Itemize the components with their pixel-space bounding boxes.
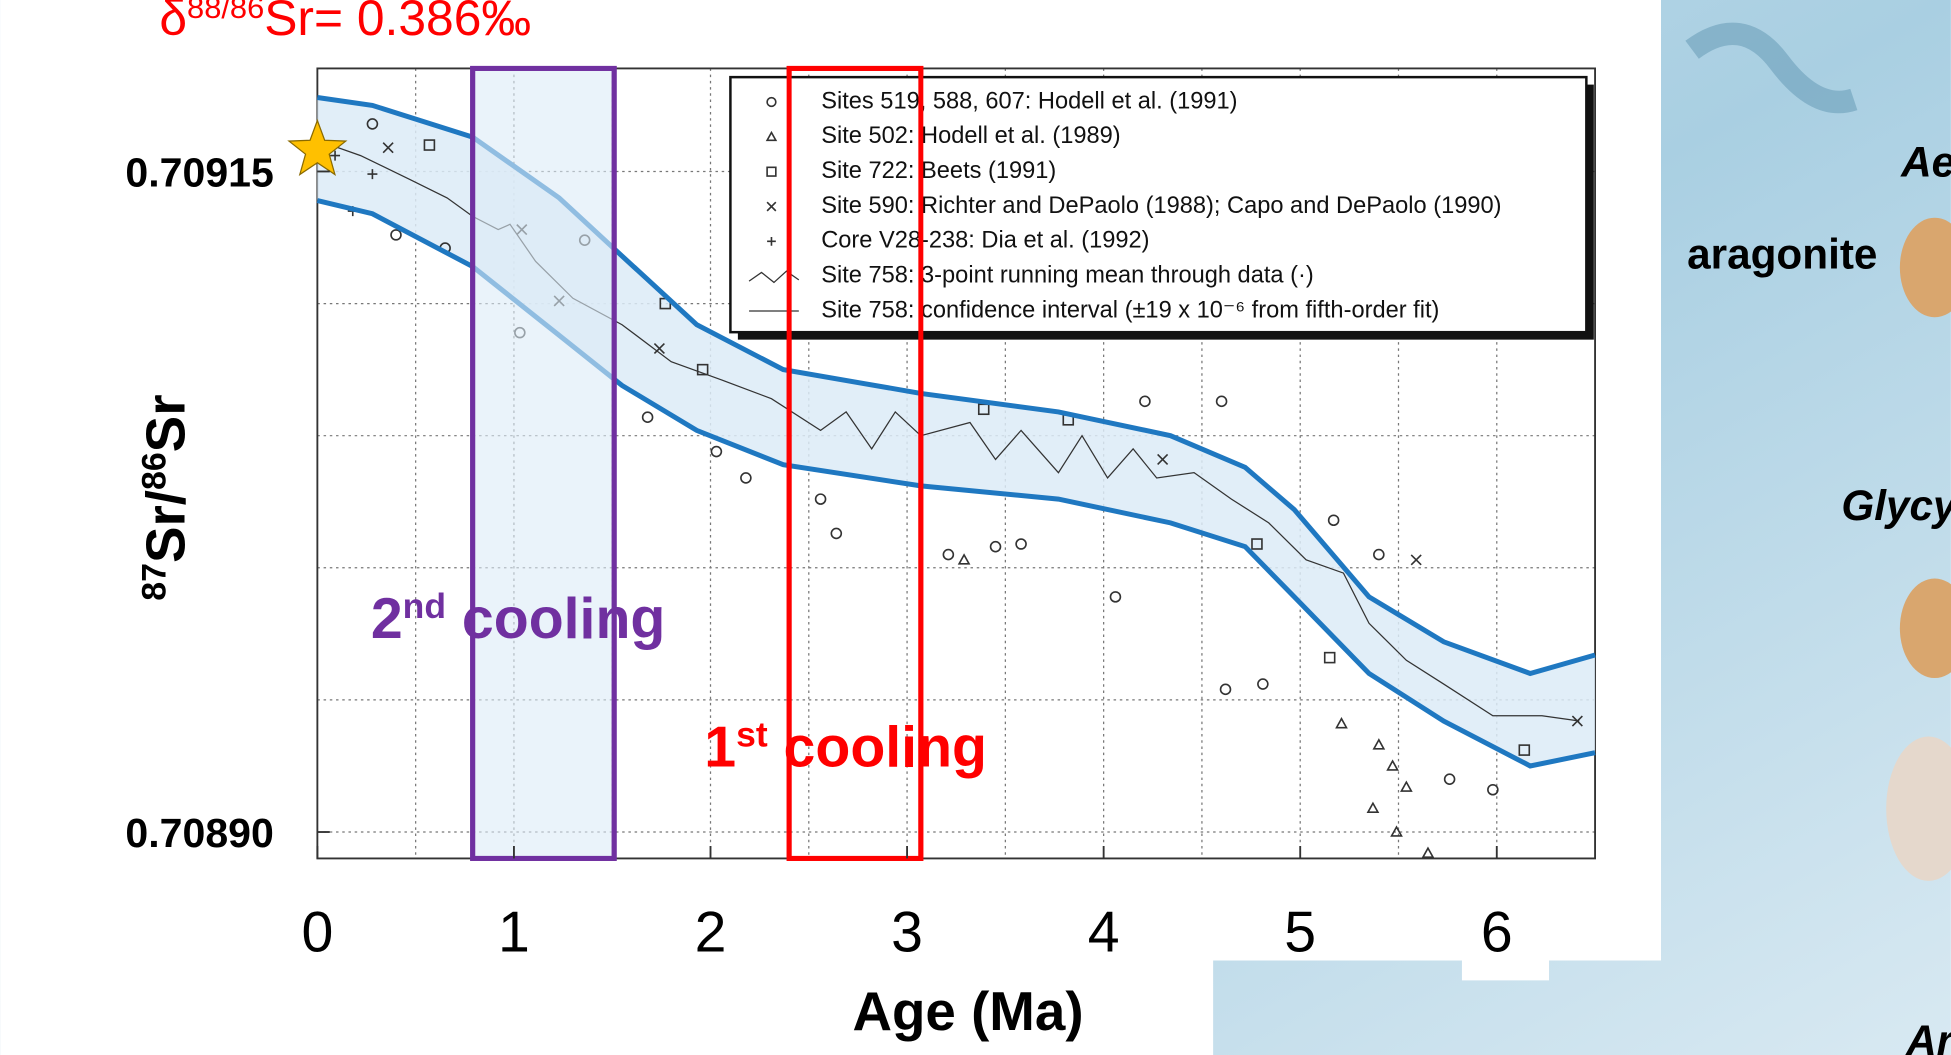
point [1421,846,1435,858]
y-axis-title: 87Sr/86Sr [134,394,196,600]
point [942,548,955,561]
point [1366,801,1380,814]
cooling-label-part: 2 [371,587,403,651]
cooling-label-part: cooling [446,587,665,651]
delta-annotation-part: δ [159,0,187,46]
point [1487,783,1499,796]
y-axis-title-part: Sr [134,394,196,452]
shell [1886,736,1951,881]
delta-annotation-part: Sr= 0.386‰ [264,0,531,46]
point [390,229,402,241]
delta-annotation-part: 88/86 [187,0,264,24]
point [830,527,843,540]
shell [1899,217,1951,318]
cooling-box-outline [786,65,924,861]
y-axis-title-part: 87 [135,563,173,601]
point [766,166,777,177]
point [330,150,341,161]
side-label: aragonite [1687,231,1877,278]
point [423,139,436,151]
legend-label: Site 590: Richter and DePaolo (1988); Ca… [821,193,1501,219]
point [766,201,777,212]
point [1219,683,1232,696]
y-axis-title-part: 86 [135,452,173,490]
cooling-box-outline [470,65,617,861]
side-label: Glycy [1841,482,1951,529]
point [1443,773,1456,785]
point [1372,738,1386,750]
point [1139,395,1151,408]
point [641,411,654,423]
shell [1899,578,1951,679]
legend-label: Site 758: confidence interval (±19 x 10⁻… [821,297,1439,323]
plot-frame [316,67,1596,860]
legend-label: Site 722: Beets (1991) [821,158,1056,184]
point [1157,453,1169,466]
side-label: Ae [1900,139,1951,186]
point [1215,395,1228,408]
point [710,445,723,458]
x-axis-title: Age (Ma) [852,980,1083,1042]
x-tick-label: 2 [695,901,727,965]
band-fill [317,97,1596,766]
point [1327,514,1340,527]
cooling-box [470,65,617,861]
point [1386,759,1399,771]
point [1323,651,1336,664]
x-tick-label: 4 [1088,901,1120,965]
point [1251,538,1263,550]
x-tick-label: 6 [1481,901,1513,965]
cooling-label-part: 1 [704,715,736,779]
legend-label: Sites 519, 588, 607: Hodell et al. (1991… [821,88,1237,114]
cooling-label-part: cooling [768,715,987,779]
point [765,130,778,142]
point [766,96,777,108]
cooling-label-part: nd [403,586,446,626]
cooling-label: 2nd cooling [371,586,665,651]
point [1257,678,1269,690]
x-tick-label: 5 [1284,901,1316,965]
cooling-label: 1st cooling [704,714,987,779]
y-axis-title-part: Sr/ [134,490,196,563]
side-label: Ar [1905,1017,1951,1055]
decor [1685,22,1858,114]
y-tick-label: 0.70915 [125,149,273,195]
point [814,493,827,505]
delta-annotation: δ88/86Sr= 0.386‰ [159,0,531,46]
point [1335,717,1348,729]
x-tick-label: 3 [891,901,923,965]
point [1109,591,1122,603]
point [653,342,665,355]
legend [729,75,1588,334]
point [1518,744,1531,756]
point [1410,554,1422,566]
legend-label: Site 758: 3-point running mean through d… [821,262,1314,288]
cooling-label-part: st [736,714,768,754]
point [382,142,394,154]
point [989,540,1002,553]
point [366,118,379,130]
point [1373,548,1385,561]
point [767,237,776,246]
legend-label: Core V28-238: Dia et al. (1992) [821,228,1149,254]
point [957,553,971,565]
point [696,363,709,376]
point [1390,825,1403,837]
point [1015,538,1027,550]
y-tick-label: 0.70890 [125,810,273,856]
x-tick-label: 1 [498,901,530,965]
point [1400,780,1413,792]
point [740,472,752,484]
legend-label: Site 502: Hodell et al. (1989) [821,123,1120,149]
point [367,169,378,180]
x-tick-label: 0 [301,901,333,965]
star [287,118,348,176]
